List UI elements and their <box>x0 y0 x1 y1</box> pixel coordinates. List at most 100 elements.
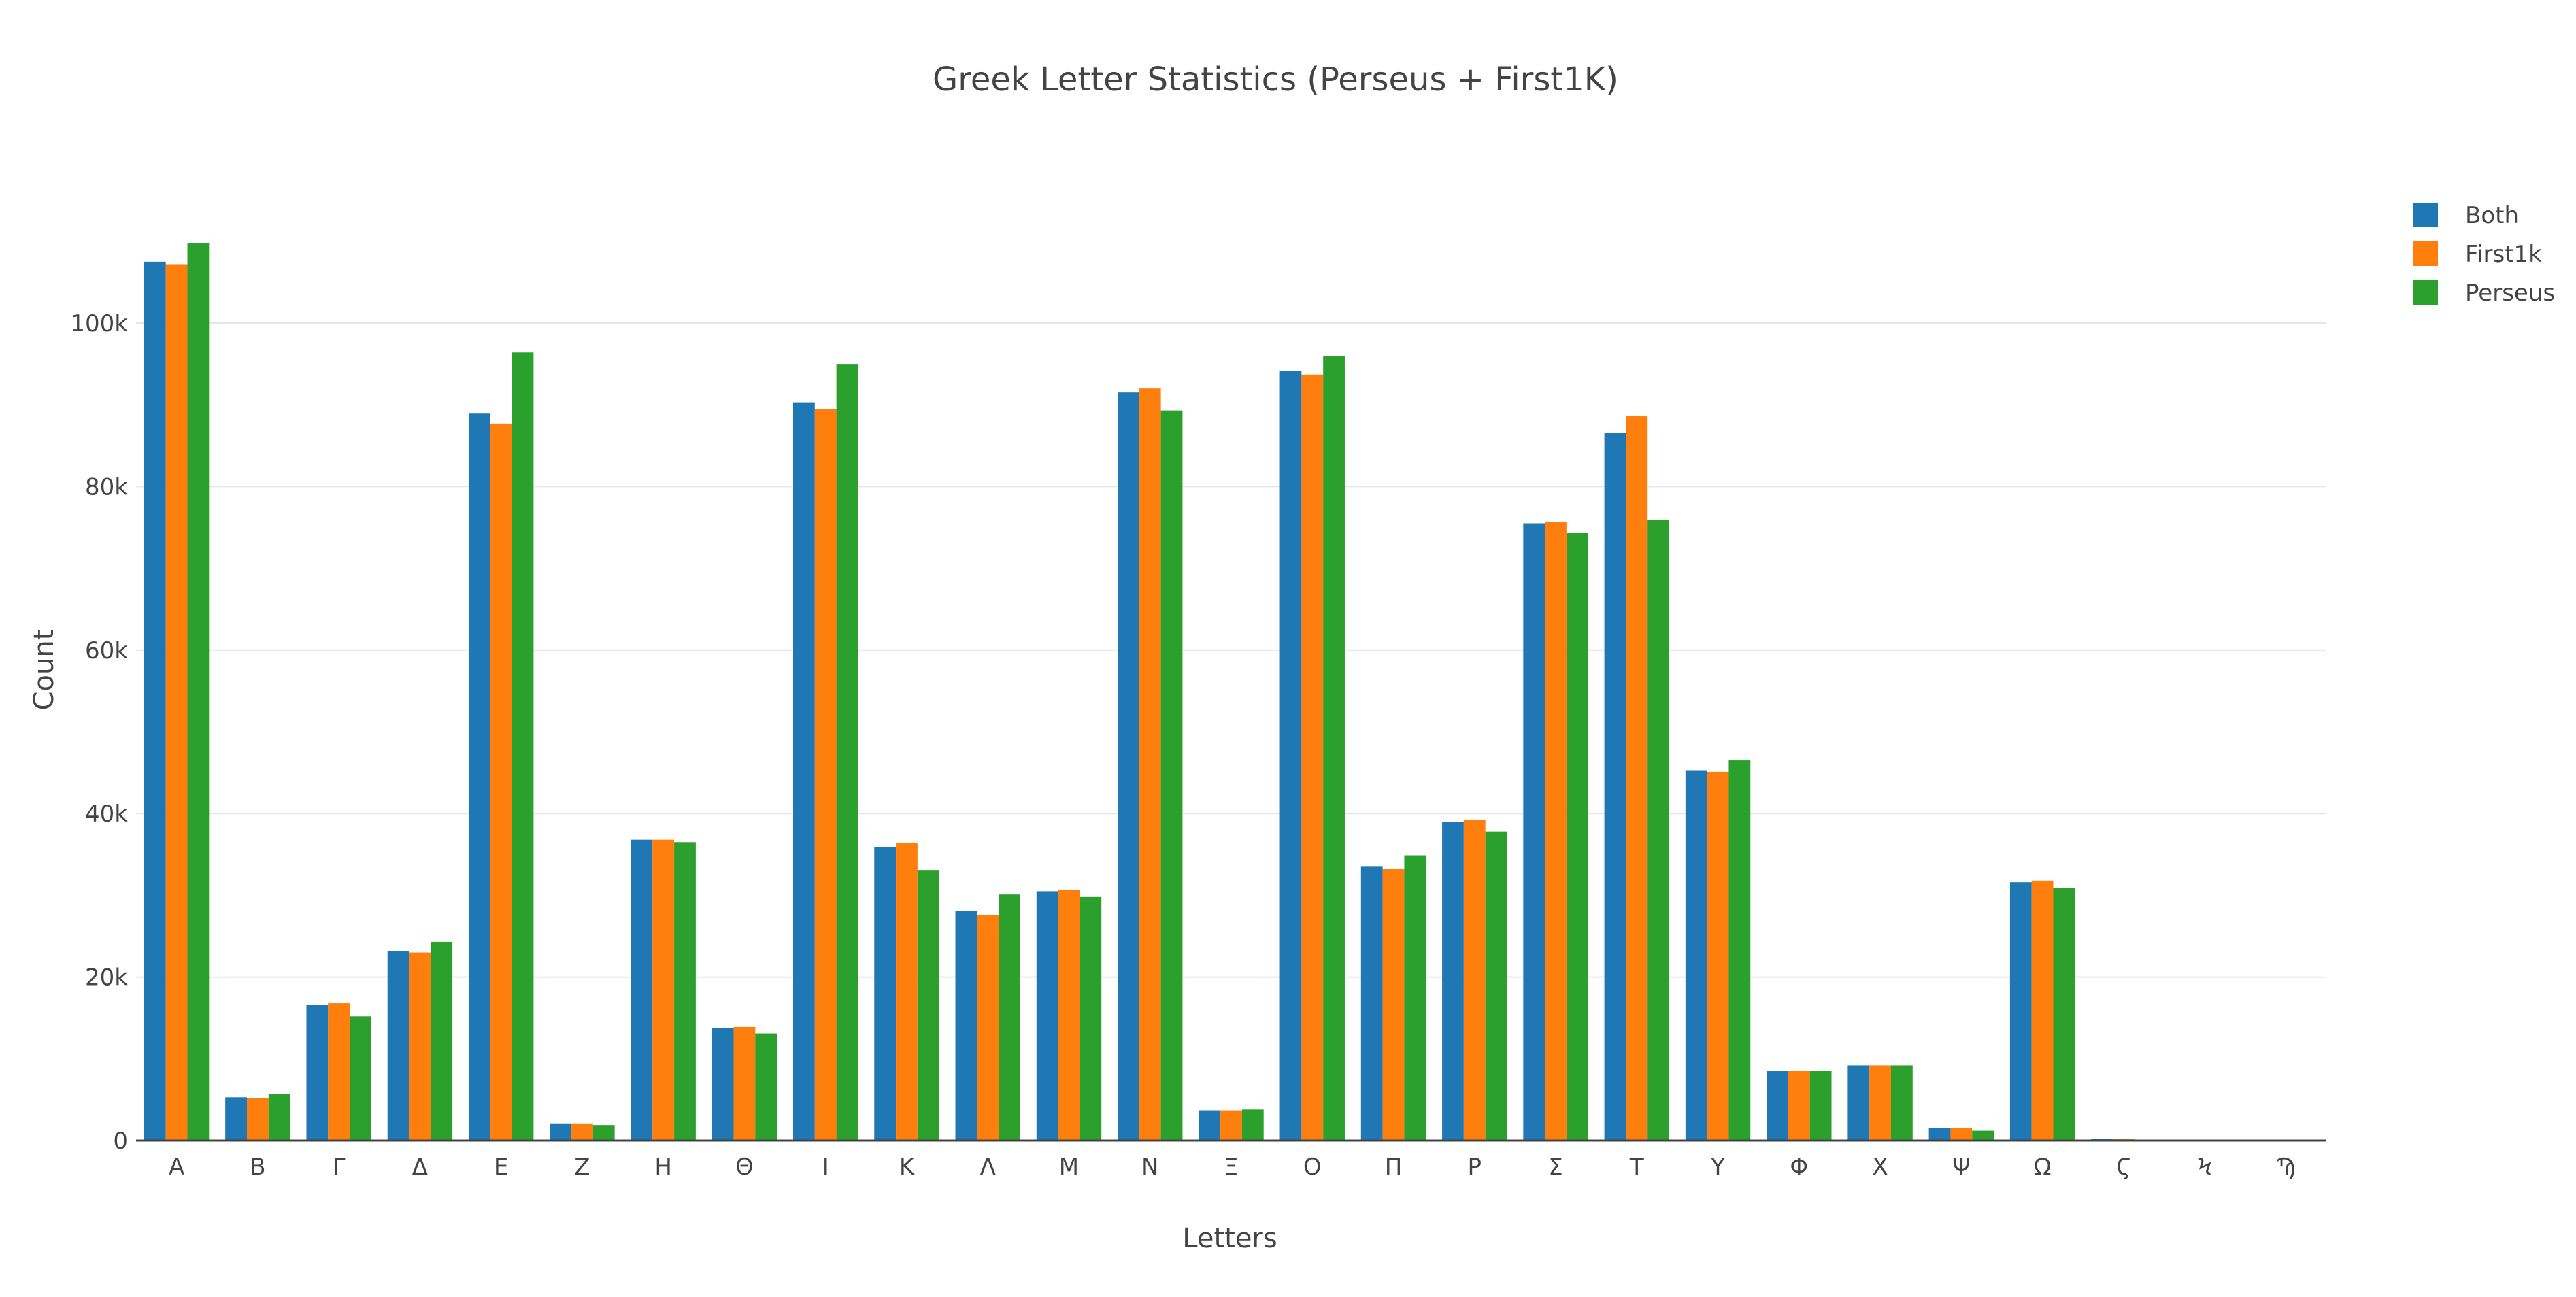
bar-first1k[interactable] <box>328 1003 350 1141</box>
bar-perseus[interactable] <box>1566 533 1588 1141</box>
bar-first1k[interactable] <box>814 409 837 1141</box>
x-tick-label: Χ <box>1872 1153 1888 1181</box>
bar-first1k[interactable] <box>1463 820 1486 1141</box>
bar-both[interactable] <box>631 839 653 1141</box>
bar-first1k[interactable] <box>2031 880 2054 1141</box>
x-tick-label: Φ <box>1790 1153 1808 1181</box>
y-tick-label: 80k <box>85 473 128 501</box>
x-tick-label: Ο <box>1303 1153 1322 1181</box>
x-tick-label: Ω <box>2034 1153 2052 1181</box>
bar-first1k[interactable] <box>896 843 918 1141</box>
bar-first1k[interactable] <box>1301 374 1324 1141</box>
bar-first1k[interactable] <box>246 1098 269 1141</box>
bar-first1k[interactable] <box>409 952 431 1141</box>
bar-perseus[interactable] <box>1404 855 1426 1141</box>
bar-perseus[interactable] <box>1080 896 1102 1141</box>
x-tick-label: Λ <box>980 1153 996 1181</box>
bar-first1k[interactable] <box>1950 1128 1973 1141</box>
x-tick-label: Ε <box>494 1153 508 1181</box>
bar-first1k[interactable] <box>490 423 512 1141</box>
bar-perseus[interactable] <box>1890 1065 1913 1141</box>
bar-perseus[interactable] <box>1728 760 1751 1141</box>
bar-first1k[interactable] <box>733 1026 756 1141</box>
bar-perseus[interactable] <box>1160 410 1183 1141</box>
x-tick-label: Ζ <box>574 1153 590 1181</box>
bar-perseus[interactable] <box>512 352 534 1141</box>
bar-both[interactable] <box>387 951 409 1141</box>
bar-perseus[interactable] <box>1323 356 1345 1141</box>
bar-both[interactable] <box>1036 891 1058 1141</box>
bar-first1k[interactable] <box>652 839 675 1141</box>
bar-perseus[interactable] <box>1241 1109 1264 1141</box>
bar-first1k[interactable] <box>1869 1065 1891 1141</box>
bar-both[interactable] <box>1118 392 1139 1141</box>
bar-first1k[interactable] <box>571 1123 593 1141</box>
x-tick-label: Ϛ <box>2116 1153 2131 1181</box>
legend-label-perseus[interactable]: Perseus <box>2465 280 2555 307</box>
x-tick-label: Θ <box>735 1153 754 1181</box>
bar-perseus[interactable] <box>350 1016 371 1141</box>
bar-both[interactable] <box>793 402 815 1141</box>
bar-both[interactable] <box>1360 866 1383 1141</box>
bar-first1k[interactable] <box>977 915 999 1141</box>
bar-both[interactable] <box>712 1028 734 1141</box>
bar-both[interactable] <box>1604 433 1626 1141</box>
bar-both[interactable] <box>1847 1065 1870 1141</box>
bar-perseus[interactable] <box>999 894 1020 1141</box>
bar-both[interactable] <box>1279 371 1302 1141</box>
bar-both[interactable] <box>1199 1110 1221 1141</box>
bar-perseus[interactable] <box>1972 1130 1994 1141</box>
legend-label-both[interactable]: Both <box>2465 202 2519 229</box>
bar-first1k[interactable] <box>1788 1071 1810 1141</box>
bar-perseus[interactable] <box>431 941 453 1141</box>
x-tick-label: Η <box>654 1153 672 1181</box>
bar-both[interactable] <box>874 847 897 1141</box>
gridlines <box>136 322 2326 978</box>
bar-first1k[interactable] <box>1139 388 1161 1141</box>
bar-perseus[interactable] <box>592 1125 615 1141</box>
bar-first1k[interactable] <box>165 264 188 1141</box>
bar-both[interactable] <box>468 413 490 1141</box>
y-tick-label: 100k <box>70 310 128 337</box>
legend-label-first1k[interactable]: First1k <box>2465 241 2542 268</box>
bar-perseus[interactable] <box>2053 888 2075 1141</box>
bar-first1k[interactable] <box>1220 1110 1242 1141</box>
bar-both[interactable] <box>306 1005 329 1141</box>
bar-perseus[interactable] <box>1647 520 1669 1141</box>
bar-first1k[interactable] <box>1382 869 1405 1141</box>
bar-perseus[interactable] <box>268 1094 290 1141</box>
bar-perseus[interactable] <box>755 1033 777 1141</box>
bar-first1k[interactable] <box>1626 416 1648 1141</box>
bar-both[interactable] <box>1523 523 1545 1141</box>
bar-both[interactable] <box>550 1123 572 1141</box>
bars <box>144 243 2319 1141</box>
bar-perseus[interactable] <box>1809 1071 1832 1141</box>
bar-both[interactable] <box>955 911 977 1141</box>
x-axis-title: Letters <box>1182 1223 1277 1254</box>
bar-both[interactable] <box>144 261 166 1141</box>
bar-both[interactable] <box>1685 770 1707 1141</box>
bar-both[interactable] <box>1928 1128 1951 1141</box>
y-axis-title: Count <box>29 630 60 711</box>
bar-both[interactable] <box>2009 882 2032 1141</box>
y-tick-label: 60k <box>85 637 128 664</box>
legend-swatch-perseus[interactable] <box>2413 280 2438 305</box>
x-tick-label: Π <box>1385 1153 1403 1181</box>
legend-swatch-first1k[interactable] <box>2413 241 2438 266</box>
bar-both[interactable] <box>225 1097 247 1141</box>
bar-perseus[interactable] <box>674 842 696 1141</box>
bar-both[interactable] <box>1767 1071 1788 1141</box>
bar-first1k[interactable] <box>1707 771 1729 1141</box>
bar-first1k[interactable] <box>1058 889 1080 1141</box>
bar-perseus[interactable] <box>917 870 939 1141</box>
bar-perseus[interactable] <box>187 243 210 1141</box>
bar-perseus[interactable] <box>1485 831 1507 1141</box>
x-tick-label: Δ <box>412 1153 428 1181</box>
bar-first1k[interactable] <box>1545 522 1567 1141</box>
bar-perseus[interactable] <box>836 364 858 1141</box>
x-tick-label: Γ <box>333 1153 346 1181</box>
bar-both[interactable] <box>1442 822 1464 1141</box>
legend-swatch-both[interactable] <box>2413 203 2438 227</box>
